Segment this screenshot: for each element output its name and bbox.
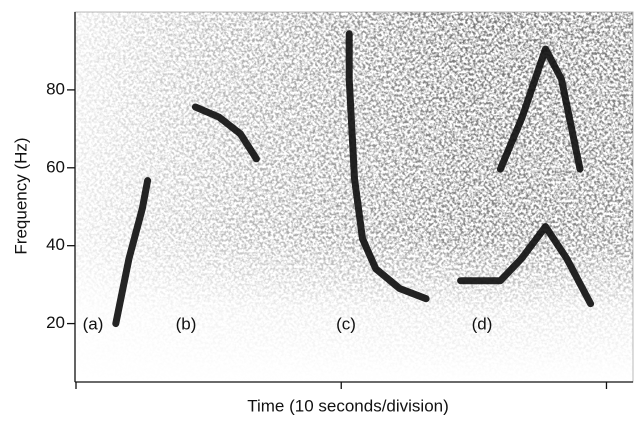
traces	[112, 30, 595, 328]
trace	[112, 177, 152, 328]
annotation: (c)	[336, 314, 356, 333]
trace	[496, 45, 584, 173]
y-tick-label: 20	[46, 313, 65, 332]
y-tick-label: 60	[46, 157, 65, 176]
trace	[191, 103, 260, 163]
trace	[345, 30, 430, 303]
annotation: (d)	[472, 314, 493, 333]
y-tick-label: 40	[46, 235, 65, 254]
trace	[457, 223, 595, 308]
annotation: (a)	[83, 314, 104, 333]
y-tick-label: 80	[46, 79, 65, 98]
x-axis-label: Time (10 seconds/division)	[247, 396, 449, 415]
y-axis-label: Frequency (Hz)	[11, 137, 30, 254]
annotation: (b)	[176, 314, 197, 333]
